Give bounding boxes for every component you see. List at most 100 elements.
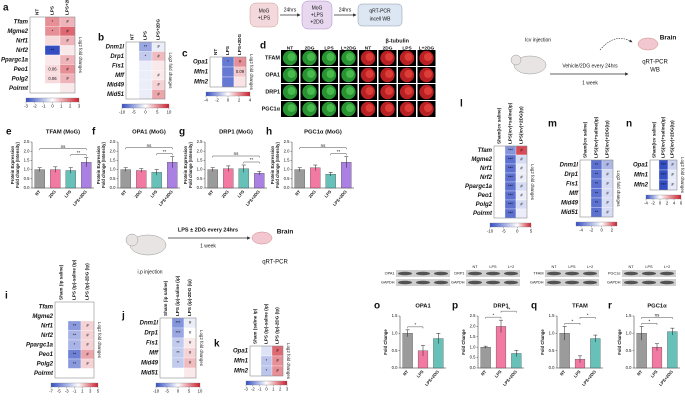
heat-cell (29, 26, 46, 37)
y-tick-label: 0.5 (470, 355, 476, 360)
colorbar-label: Log2 fold changes (616, 171, 621, 208)
row-label: Mid49 (561, 200, 579, 206)
row-label: Polrmt (34, 371, 54, 377)
blot-band (468, 280, 482, 285)
cell-annotation: 0.06 (48, 76, 57, 81)
column-header: LPS (ip)-saline (ip) (264, 303, 269, 344)
cell-annotation: ** (595, 190, 599, 195)
significance-label: ns (61, 144, 67, 149)
column-header: LPS (50, 6, 55, 15)
colorbar-tick-label: -5 (165, 389, 169, 394)
chart-title: DRP1 (493, 304, 509, 310)
row-label: PGC1α (262, 106, 281, 112)
row-label: Mid51 (141, 371, 159, 377)
column-header: NT (213, 49, 218, 55)
significance-bracket (500, 310, 517, 313)
colorbar-tick-label: -2 (651, 201, 655, 206)
cell-annotation: *** (508, 211, 513, 216)
cell-annotation: # (66, 76, 69, 81)
x-tick-label: LPS (416, 369, 425, 379)
y-tick-label: 1.0 (284, 167, 290, 172)
step-text: +2DG (310, 19, 323, 25)
significance-bracket (299, 147, 347, 150)
heat-cell (125, 51, 140, 62)
column-header: NT (287, 45, 293, 51)
column-header: LPS(icv)+2DG(ip) (605, 120, 610, 158)
lane-label: L+2 (508, 265, 514, 269)
cell-annotation: # (520, 193, 523, 198)
column-header: LPS (ip)-saline (ip) (72, 259, 77, 300)
significance-label: ** (507, 306, 511, 311)
heat-cell (125, 41, 140, 52)
arrow (599, 38, 633, 51)
colorbar-tick-label: -5 (57, 389, 61, 394)
colorbar-tick-label: 2 (238, 98, 241, 103)
protein-label: GAPDH (530, 281, 544, 285)
heat-cell (249, 365, 262, 377)
cell-annotation: # (157, 53, 160, 58)
colorbar-tick-label: 2 (69, 104, 72, 109)
heat-cell (579, 178, 592, 189)
heat-cell (493, 199, 506, 210)
mouse (513, 55, 547, 75)
heat-cell (579, 188, 592, 199)
well-texture (287, 70, 296, 78)
schedule-text: Vehicle/2DG every 24hrs (562, 63, 618, 69)
colorbar (50, 382, 99, 388)
bar (254, 173, 265, 189)
heat-cell (29, 45, 46, 56)
column-header: LPS (ip)-2DG (ip) (275, 307, 280, 344)
chart-title: PGC1α (MoG) (304, 130, 342, 136)
lane-label: LPS (645, 265, 653, 269)
protein-label: OPA1 (385, 272, 395, 276)
heat-cell (159, 337, 173, 349)
cell-annotation: # (606, 209, 609, 214)
heat-cell (29, 35, 46, 46)
colorbar-tick-label: 5 (530, 229, 533, 234)
bar (136, 170, 147, 189)
column-header: LPS(icv)+2DG(ip) (670, 120, 675, 158)
heat-cell (67, 311, 82, 322)
colorbar-tick-label: 1 (81, 389, 84, 394)
cell-annotation: *** (508, 184, 513, 189)
row-label: Mid49 (107, 82, 125, 88)
chart-title: OPA1 (MoG) (132, 130, 166, 136)
x-tick-label: LPS (494, 369, 503, 379)
colorbar-tick-label: -2 (215, 98, 219, 103)
y-axis-label: Protein Expression (270, 145, 275, 184)
heat-cell (493, 172, 506, 183)
readout-text: WB (650, 68, 660, 74)
column-header: L+2DG (341, 45, 357, 51)
cell-annotation: # (606, 190, 609, 195)
heat-cell (151, 60, 166, 71)
colorbar (245, 380, 288, 386)
heat-cell (493, 208, 506, 219)
significance-bracket (212, 155, 260, 158)
blot-band (398, 271, 412, 276)
colorbar-tick-label: 0 (516, 229, 519, 234)
chart-title: OPA1 (415, 304, 431, 310)
heat-cell (44, 35, 61, 46)
y-tick-label: 0.0 (24, 185, 30, 190)
column-header: LPS (225, 46, 230, 55)
colorbar-tick-label: -1 (258, 387, 262, 392)
heat-cell (493, 181, 506, 192)
row-label: Drp1 (110, 54, 124, 60)
lane-label: NT (472, 265, 478, 269)
heat-cell (159, 327, 173, 339)
heat-cell (159, 347, 173, 359)
column-header: LPS (ip)-saline (ip) (175, 275, 180, 316)
heat-cell (125, 60, 140, 71)
significance-label: * (648, 319, 650, 324)
significance-label: ns (655, 313, 661, 318)
cell-annotation: 0.09 (236, 69, 245, 74)
heat-cell (54, 311, 69, 322)
significance-label: * (492, 312, 494, 317)
well-texture (307, 104, 315, 112)
column-header: LPS+2DG (65, 0, 70, 15)
colorbar (25, 97, 80, 103)
y-tick-label: 0.0 (110, 185, 116, 190)
bar (294, 169, 305, 189)
colorbar-label: Log2 fold changes (530, 164, 535, 201)
panel-letter: p (452, 301, 458, 312)
